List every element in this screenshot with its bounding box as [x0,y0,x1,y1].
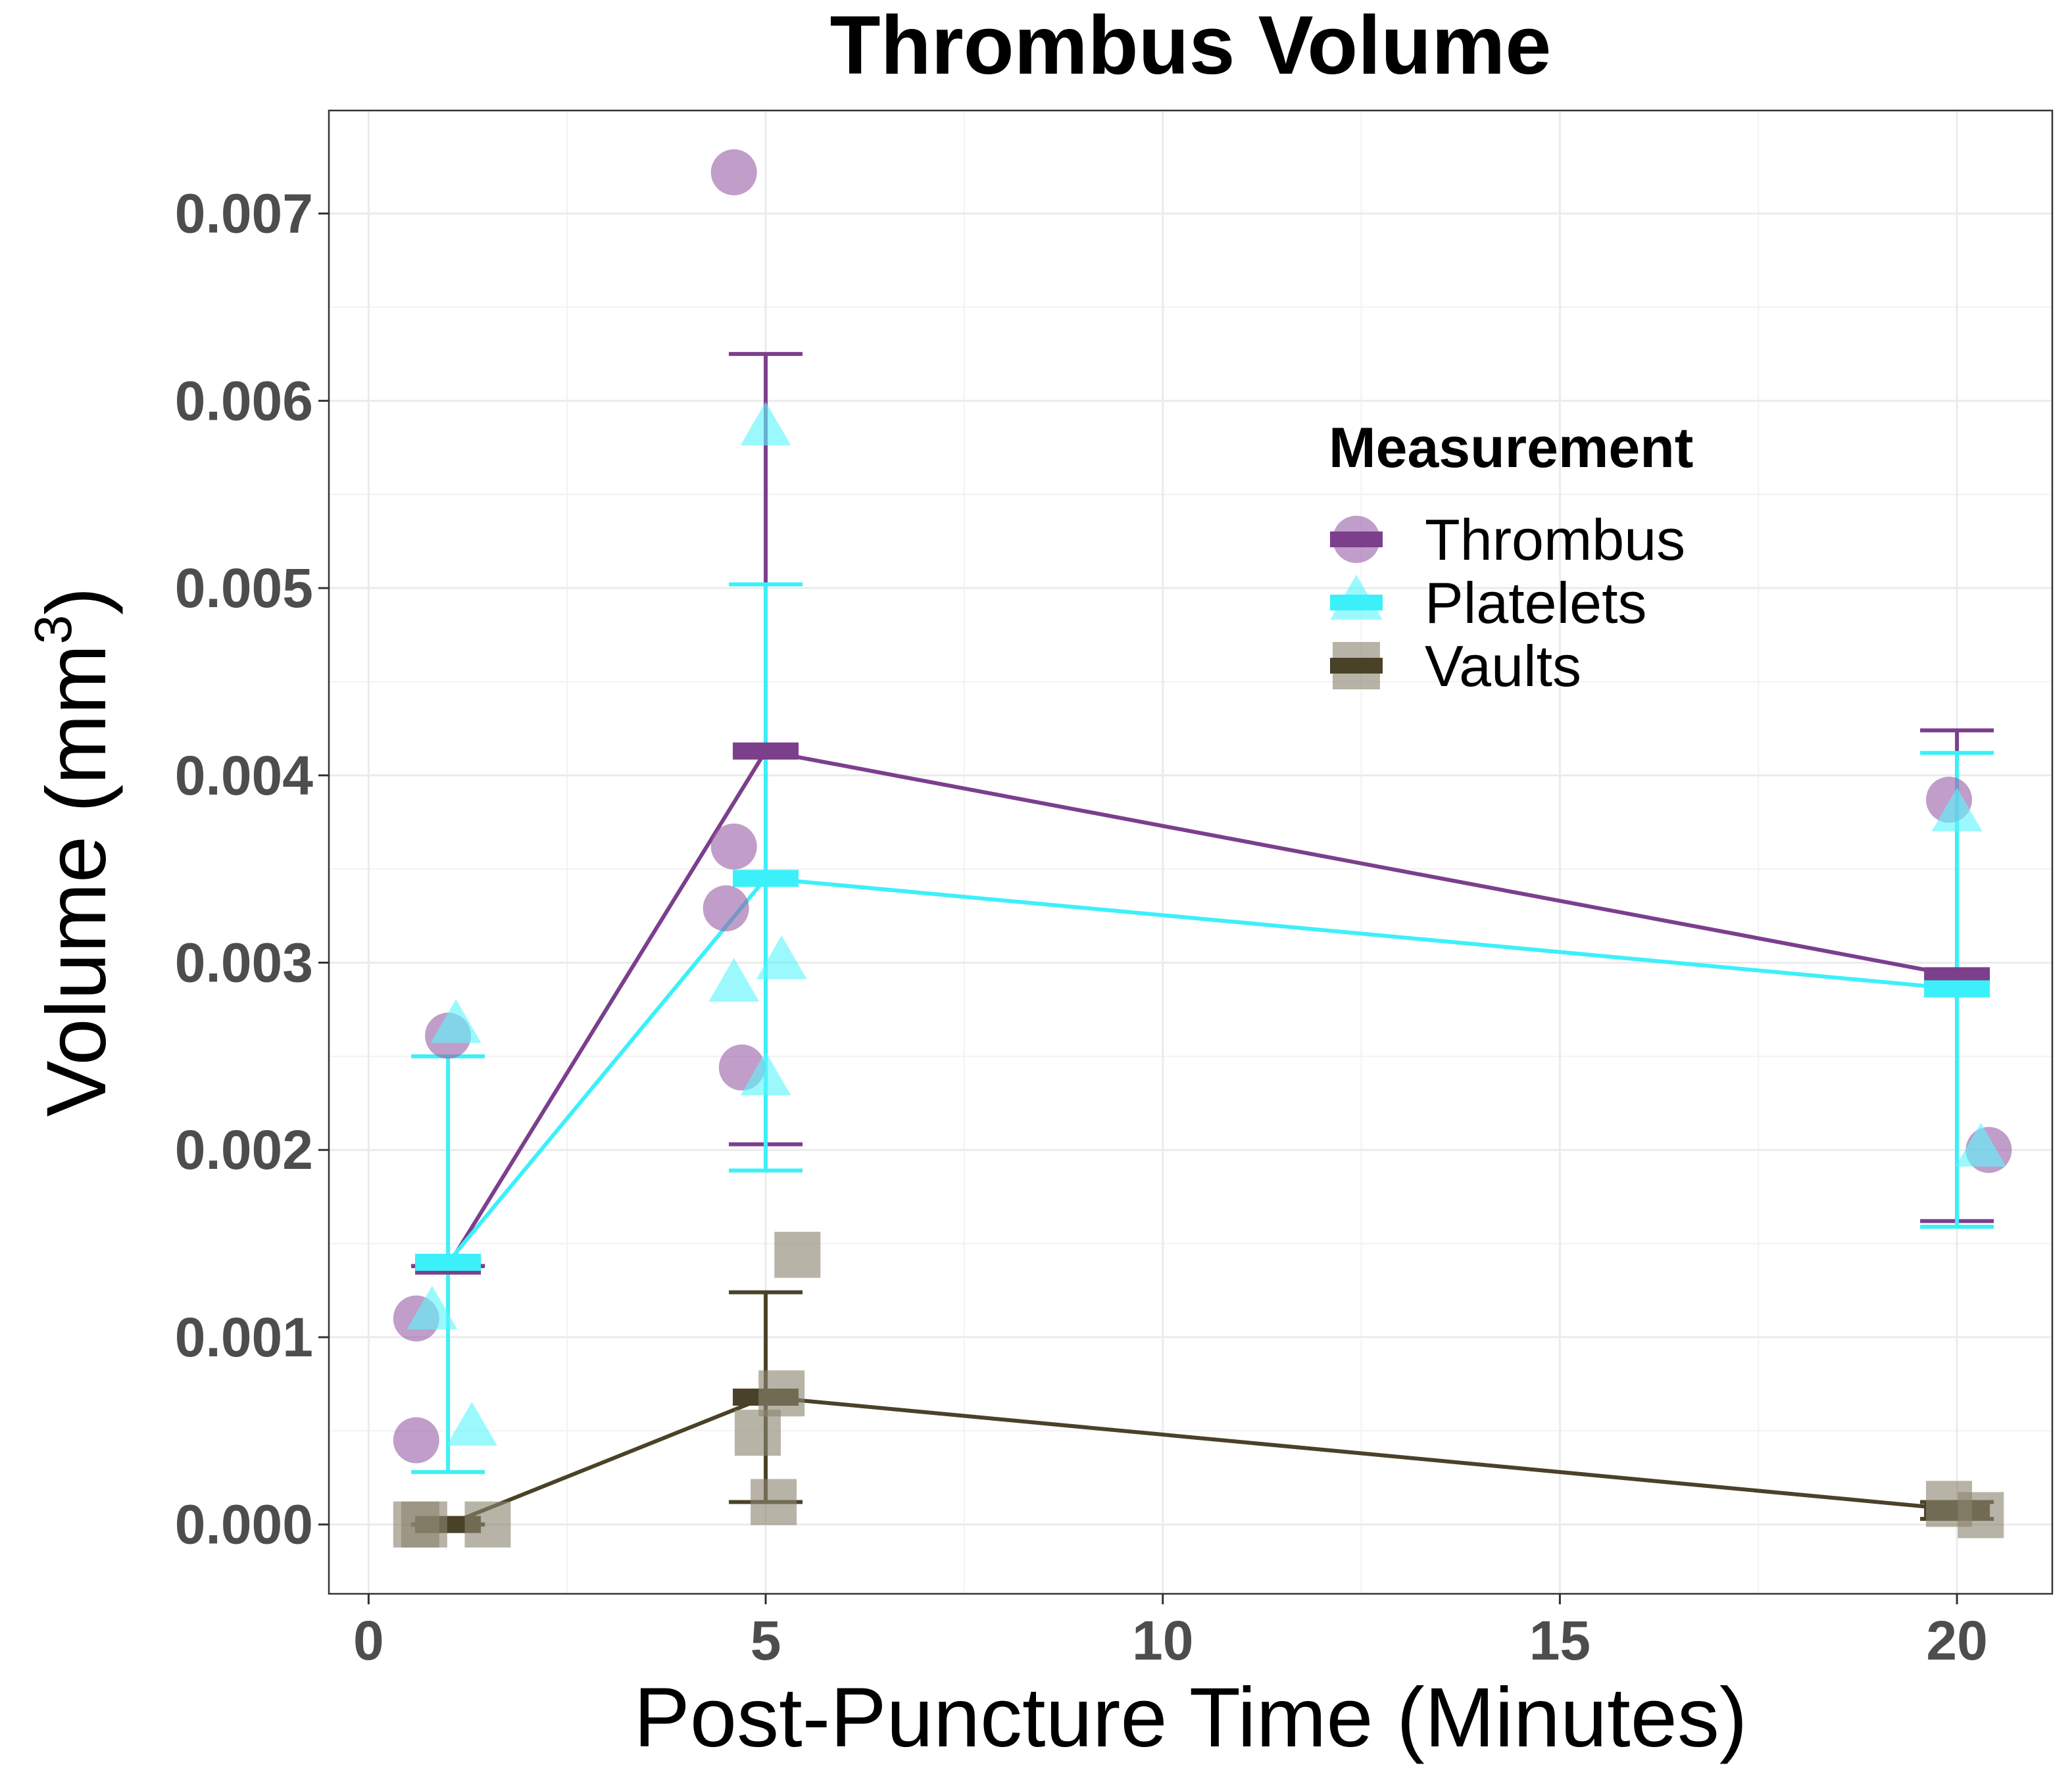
y-tick-label: 0.001 [175,1306,313,1368]
data-point-vaults [758,1370,805,1417]
data-point-platelets [407,1285,458,1330]
chart-title: Thrombus Volume [830,0,1552,91]
legend-key-bar-vaults [1330,658,1383,674]
legend-title: Measurement [1329,416,1693,480]
y-axis-title-superscript: 3 [24,615,82,645]
x-tick-label: 20 [1926,1610,1987,1671]
y-tick-label: 0.004 [175,745,313,806]
x-tick-label: 0 [353,1610,384,1671]
data-point-vaults [1958,1492,2004,1539]
data-point-platelets [740,1051,791,1096]
data-point-vaults [401,1501,447,1548]
mean-marker-thrombus [733,742,799,760]
y-axis-ticks: 0.000 0.001 0.002 0.003 0.004 0.005 0.006 0.007 [175,183,329,1556]
data-point-thrombus [710,149,757,195]
mean-marker-platelets [1924,980,1990,998]
x-axis-ticks: 0 5 10 15 20 [353,1594,1988,1671]
data-point-platelets [708,958,760,1002]
legend-label-thrombus: Thrombus [1425,507,1685,572]
mean-markers [415,742,1990,1533]
x-axis-title: Post-Puncture Time (Minutes) [634,1671,1748,1765]
data-point-platelets [1955,1122,2006,1167]
data-point-vaults [464,1501,511,1548]
data-point-thrombus [710,823,757,870]
data-point-platelets [446,1402,497,1446]
data-point-vaults [734,1410,781,1456]
data-point-vaults [751,1479,797,1525]
data-point-platelets [756,935,807,979]
legend-key-bar-thrombus [1330,531,1383,547]
data-point-thrombus [393,1417,439,1464]
x-tick-label: 5 [751,1610,781,1671]
y-tick-label: 0.005 [175,557,313,619]
grid-major [329,111,2052,1594]
y-tick-label: 0.007 [175,183,313,245]
data-point-platelets [740,401,791,446]
x-tick-label: 10 [1132,1610,1193,1671]
data-points [393,149,2012,1548]
y-tick-label: 0.000 [175,1494,313,1556]
plot-panel-border [328,109,2054,1595]
y-axis-title-close: ) [30,587,124,615]
x-tick-label: 15 [1529,1610,1591,1671]
data-point-platelets [1931,787,1983,831]
y-tick-label: 0.006 [175,370,313,432]
mean-marker-platelets [415,1254,481,1271]
data-point-vaults [774,1231,821,1278]
legend-label-platelets: Platelets [1425,570,1647,635]
y-axis-title-main: Volume (mm [30,644,124,1116]
legend-key-bar-platelets [1330,595,1383,610]
y-tick-label: 0.003 [175,931,313,993]
mean-marker-platelets [733,870,799,887]
data-point-thrombus [703,885,749,931]
data-point-platelets [430,999,481,1043]
y-tick-label: 0.002 [175,1119,313,1181]
y-axis-title: Volume (mm3) [24,587,124,1117]
legend-label-vaults: Vaults [1425,633,1581,699]
